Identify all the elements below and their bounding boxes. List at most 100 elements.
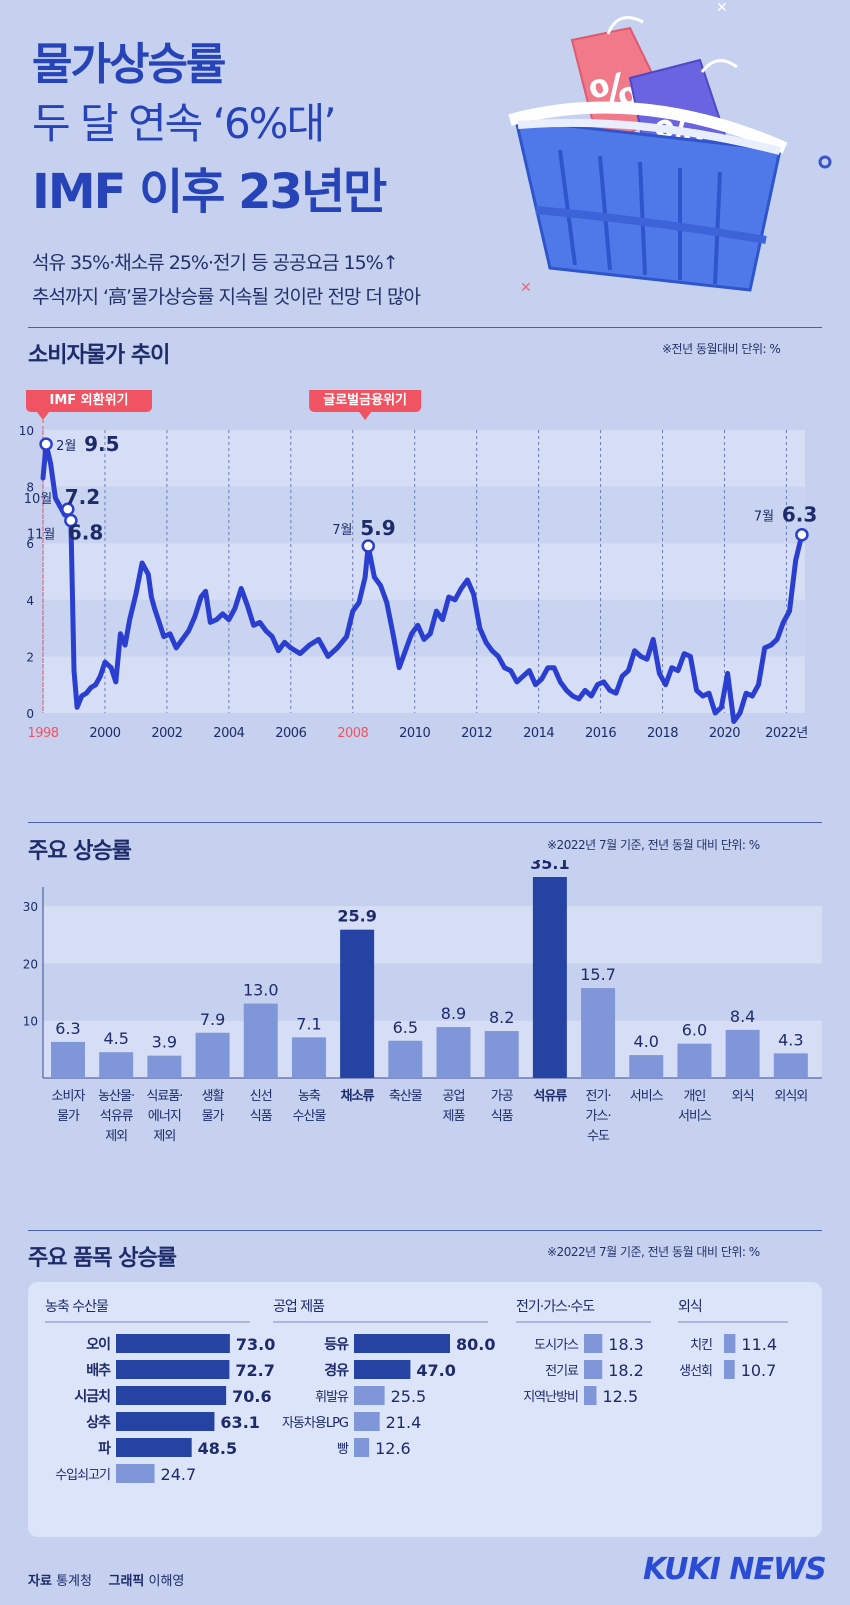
category-label: 전기· 가스· 수도 bbox=[586, 1089, 611, 1144]
item-label: 배추 bbox=[86, 1363, 111, 1379]
event-badge bbox=[309, 390, 422, 412]
bar-value-label: 4.0 bbox=[634, 1032, 659, 1051]
svg-text:✕: ✕ bbox=[716, 0, 728, 16]
item-label: 도시가스 bbox=[534, 1338, 579, 1353]
item-bar bbox=[354, 1360, 411, 1379]
bar-value-label: 15.7 bbox=[580, 965, 616, 984]
annotation-month: 7월 bbox=[754, 510, 774, 525]
source-name: 통계청 bbox=[56, 1574, 92, 1589]
group-title: 전기·가스·수도 bbox=[516, 1299, 595, 1315]
x-tick-label: 2010 bbox=[399, 726, 430, 741]
category-label: 신선 식품 bbox=[250, 1089, 273, 1124]
item-value: 72.7 bbox=[235, 1361, 274, 1380]
annotation-value: 7.2 bbox=[65, 485, 100, 509]
bar bbox=[773, 1053, 808, 1078]
item-value: 11.4 bbox=[741, 1335, 777, 1354]
bar-value-label: 7.1 bbox=[296, 1014, 321, 1033]
annotation-month: 10월 bbox=[24, 492, 53, 507]
event-badge-pointer bbox=[359, 412, 372, 420]
bar-value-label: 8.9 bbox=[441, 1004, 466, 1023]
item-bar bbox=[584, 1334, 603, 1353]
x-tick-label: 2002 bbox=[151, 726, 182, 741]
bar-value-label: 8.4 bbox=[730, 1007, 755, 1026]
category-label: 농산물· 석유류 제외 bbox=[98, 1089, 134, 1144]
item-bar bbox=[116, 1464, 155, 1483]
event-label: 글로벌금융위기 bbox=[323, 392, 407, 408]
category-label: 농축 수산물 bbox=[292, 1089, 326, 1124]
item-value: 80.0 bbox=[456, 1335, 495, 1354]
item-bar bbox=[724, 1334, 736, 1353]
y-tick-label: 30 bbox=[23, 900, 38, 914]
shopping-basket-illustration: ✕ ✕ ✕ % % bbox=[508, 0, 832, 296]
item-bar bbox=[116, 1438, 192, 1457]
item-bar bbox=[584, 1386, 597, 1405]
bar bbox=[340, 929, 375, 1078]
line-chart-note: ※전년 동월대비 단위: % bbox=[662, 342, 781, 356]
graphic-label: 그래픽 bbox=[108, 1574, 145, 1589]
bar bbox=[581, 988, 616, 1078]
bar bbox=[629, 1055, 664, 1078]
bar bbox=[99, 1052, 134, 1078]
bar-chart-note: ※2022년 7월 기준, 전년 동월 대비 단위: % bbox=[547, 838, 760, 852]
item-bar bbox=[116, 1386, 227, 1405]
bar-value-label: 25.9 bbox=[337, 907, 376, 926]
section-divider bbox=[28, 327, 822, 328]
graphic-author: 이해영 bbox=[148, 1574, 185, 1589]
item-label: 등유 bbox=[324, 1337, 349, 1353]
item-value: 25.5 bbox=[391, 1387, 427, 1406]
item-value: 21.4 bbox=[386, 1413, 422, 1432]
bar bbox=[147, 1055, 182, 1078]
item-bar bbox=[724, 1360, 735, 1379]
y-tick-label: 2 bbox=[26, 650, 34, 664]
item-label: 빵 bbox=[337, 1442, 349, 1457]
item-value: 10.7 bbox=[741, 1361, 777, 1380]
category-label: 석유류 bbox=[533, 1089, 567, 1104]
event-badge-pointer bbox=[37, 412, 49, 420]
bar-value-label: 7.9 bbox=[200, 1010, 225, 1029]
annotation-value: 9.5 bbox=[84, 432, 119, 456]
item-bar bbox=[116, 1360, 230, 1379]
annotation-value: 6.8 bbox=[68, 521, 103, 545]
annotation-month: 7월 bbox=[332, 523, 352, 538]
y-tick-label: 10 bbox=[19, 424, 34, 438]
category-label: 생활 물가 bbox=[202, 1089, 225, 1124]
category-label: 소비자 물가 bbox=[52, 1089, 86, 1124]
source-label: 자료 bbox=[28, 1574, 52, 1589]
bar-value-label: 4.5 bbox=[103, 1029, 128, 1048]
item-label: 전기료 bbox=[545, 1364, 579, 1379]
cpi-line-chart: 0 2 4 6 8 10 1998 2000 2002 2004 2006 2008 2010 2012 2… bbox=[19, 390, 817, 741]
category-label: 축산물 bbox=[389, 1089, 423, 1104]
bar-value-label: 13.0 bbox=[243, 981, 279, 1000]
category-label: 가공 식품 bbox=[491, 1089, 514, 1124]
item-label: 자동차용LPG bbox=[282, 1416, 348, 1431]
x-tick-label: 2012 bbox=[461, 726, 492, 741]
item-bar bbox=[354, 1334, 450, 1353]
item-label: 휘발유 bbox=[315, 1390, 349, 1405]
annotation-month: 11월 bbox=[27, 528, 56, 543]
bar bbox=[291, 1037, 326, 1078]
section-divider bbox=[28, 822, 822, 823]
items-chart-title: 주요 품목 상승률 bbox=[28, 1246, 177, 1271]
annotation-point bbox=[39, 437, 53, 451]
plot-band bbox=[43, 906, 822, 964]
svg-text:✕: ✕ bbox=[520, 280, 532, 296]
x-tick-label: 2000 bbox=[89, 726, 120, 741]
annotation-point bbox=[795, 527, 809, 542]
category-label: 채소류 bbox=[341, 1089, 375, 1104]
x-tick-label: 2004 bbox=[213, 726, 244, 741]
subheadline-line-2: 추석까지 ‘高’물가상승률 지속될 것이란 전망 더 많아 bbox=[32, 286, 421, 308]
section-divider bbox=[28, 1230, 822, 1231]
annotation-point bbox=[64, 513, 78, 528]
annotation-point bbox=[361, 539, 375, 553]
group-title: 외식 bbox=[678, 1299, 702, 1315]
x-tick-label: 2008 bbox=[337, 726, 368, 741]
basket-icon bbox=[508, 101, 788, 292]
item-bar bbox=[116, 1334, 230, 1353]
item-bar bbox=[354, 1386, 385, 1405]
x-tick-label: 2014 bbox=[523, 726, 554, 741]
item-value: 24.7 bbox=[161, 1465, 197, 1484]
bar bbox=[436, 1027, 471, 1078]
item-label: 생선회 bbox=[679, 1364, 712, 1379]
headline-line-3: IMF 이후 23년만 bbox=[32, 164, 387, 220]
